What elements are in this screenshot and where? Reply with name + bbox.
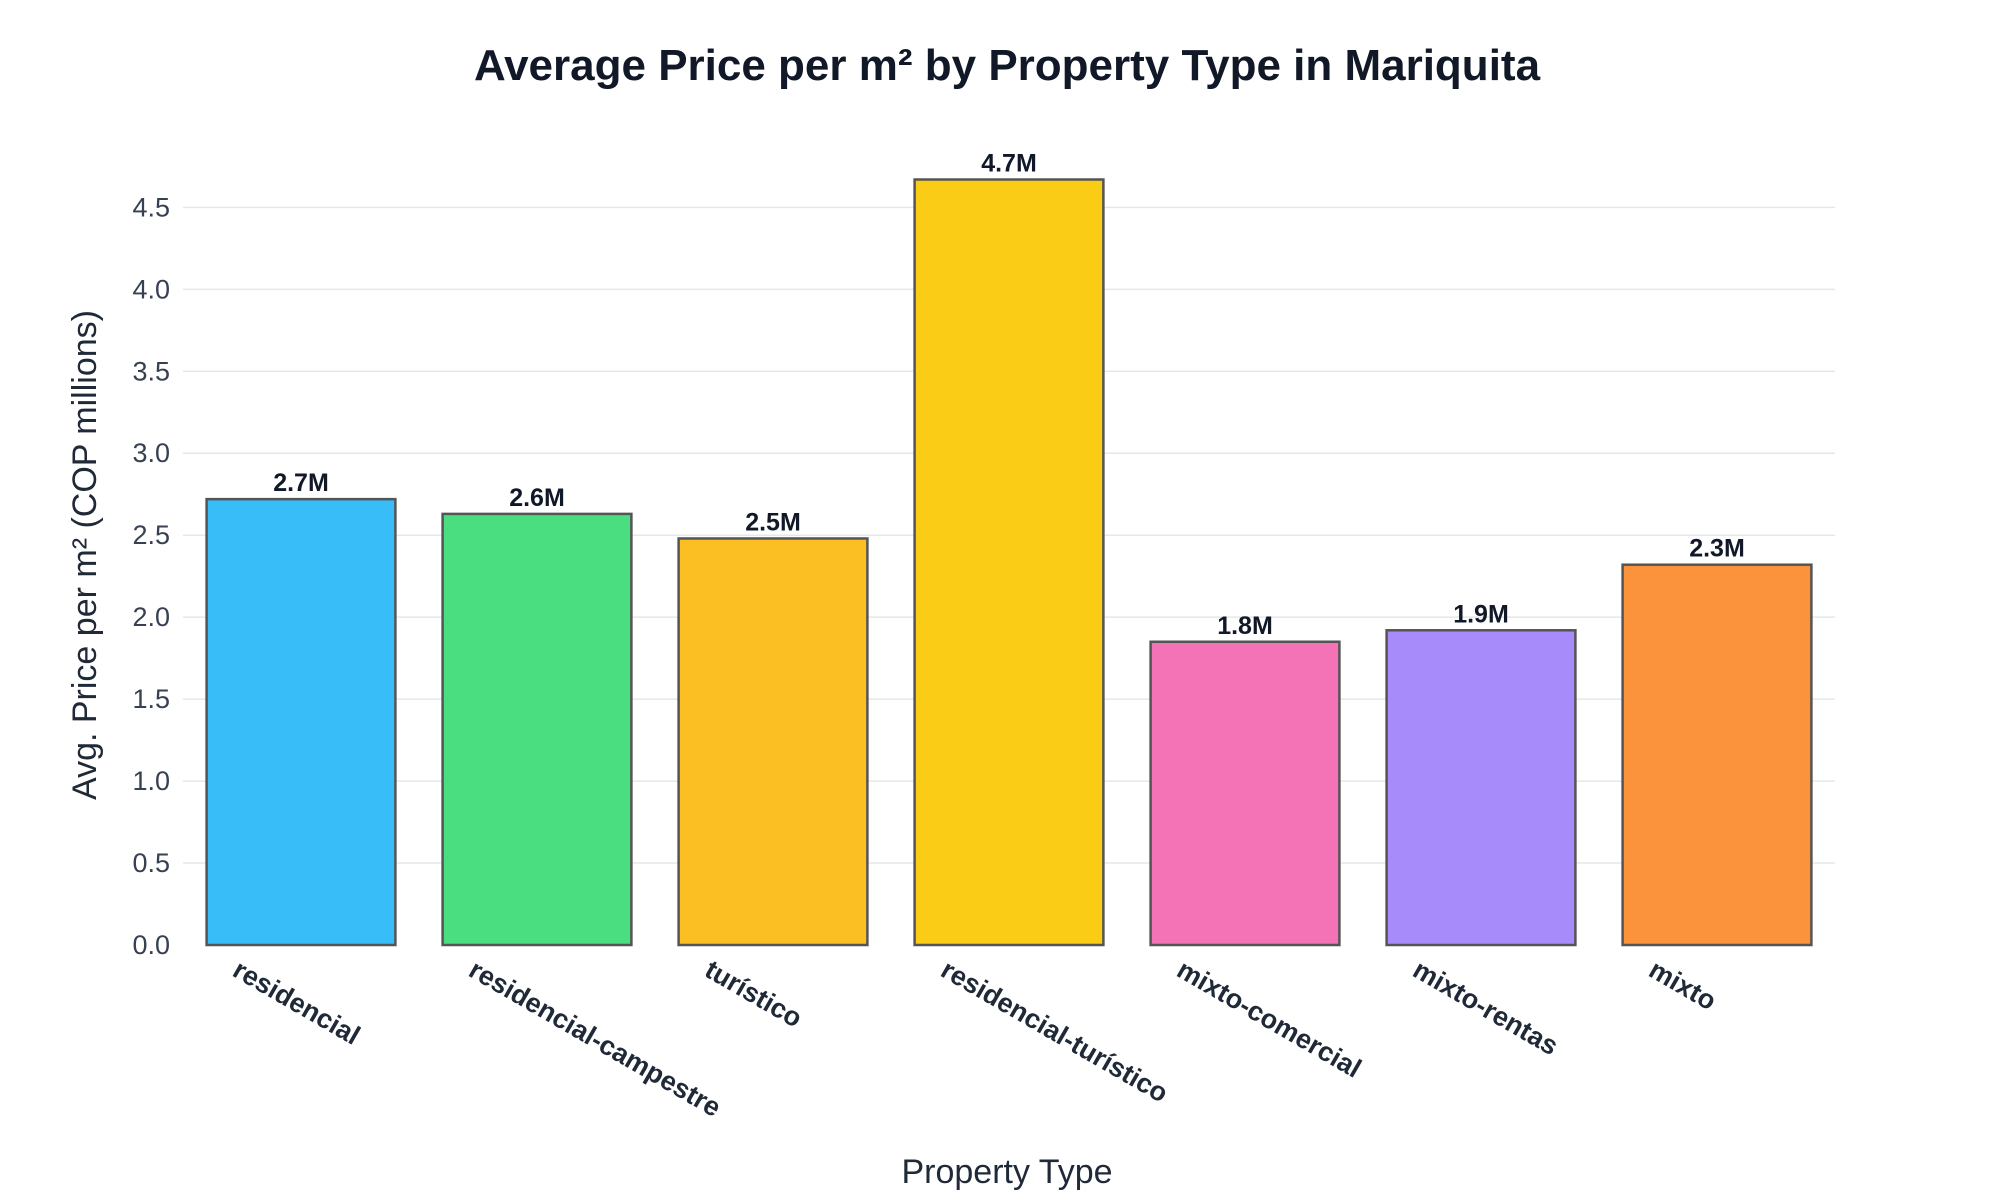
x-tick-label: mixto-rentas: [1408, 954, 1563, 1061]
y-tick-label: 4.5: [132, 192, 170, 222]
bar-mixto-comercial: [1149, 640, 1341, 947]
data-label: 2.6M: [509, 484, 565, 512]
bar-turístico: [677, 537, 869, 947]
data-label: 2.3M: [1689, 535, 1745, 563]
y-tick-label: 4.0: [132, 274, 170, 304]
bar-mixto-rentas: [1385, 629, 1577, 947]
bar-residencial: [205, 497, 397, 947]
x-axis-title: Property Type: [901, 1153, 1112, 1191]
bar-residencial-campestre: [441, 512, 633, 947]
bar-mixto: [1621, 563, 1813, 947]
y-tick-label: 0.0: [132, 930, 170, 960]
x-tick-label: residencial-campestre: [464, 954, 726, 1123]
y-tick-label: 2.0: [132, 602, 170, 632]
bar-residencial-turístico: [913, 178, 1105, 947]
y-tick-label: 3.5: [132, 356, 170, 386]
data-label: 2.5M: [745, 508, 801, 536]
y-tick-label: 1.5: [132, 684, 170, 714]
y-axis: 0.0 0.5 1.0 1.5 2.0 2.5 3.0 3.5 4.0 4.5: [132, 192, 170, 960]
y-tick-label: 2.5: [132, 520, 170, 550]
y-axis-title: Avg. Price per m² (COP millions): [66, 310, 104, 800]
x-tick-label: turístico: [700, 954, 807, 1033]
y-tick-label: 3.0: [132, 438, 170, 468]
x-tick-label: residencial-turístico: [936, 954, 1173, 1108]
x-tick-label: mixto-comercial: [1172, 954, 1366, 1084]
data-label: 1.9M: [1453, 600, 1509, 628]
bars: [205, 178, 1813, 947]
chart-title: Average Price per m² by Property Type in…: [474, 41, 1541, 90]
data-label: 4.7M: [981, 150, 1037, 178]
y-tick-label: 1.0: [132, 766, 170, 796]
x-tick-label: mixto: [1644, 954, 1721, 1016]
data-labels: 2.7M 2.6M 2.5M 4.7M 1.8M 1.9M 2.3M: [273, 150, 1745, 640]
data-label: 1.8M: [1217, 612, 1273, 640]
data-label: 2.7M: [273, 469, 329, 497]
x-tick-label: residencial: [228, 954, 365, 1051]
y-tick-label: 0.5: [132, 848, 170, 878]
x-axis: residencial residencial-campestreturístic…: [228, 954, 1721, 1123]
